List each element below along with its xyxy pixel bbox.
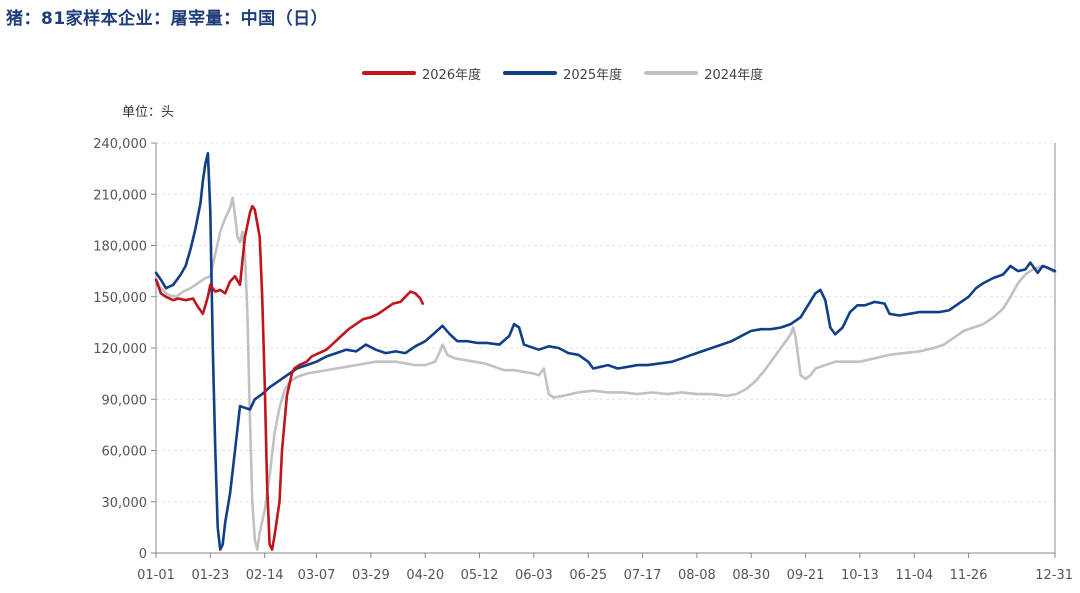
gridlines xyxy=(156,142,1055,503)
x-tick-label: 12-31 xyxy=(1035,568,1073,583)
x-axis-ticks: 01-01 01-23 02-14 03-07 03-29 04-20 05-12 06-03… xyxy=(137,553,1073,583)
x-tick-label: 09-21 xyxy=(787,568,825,583)
chart-title: 猪：81家样本企业：屠宰量：中国（日） xyxy=(6,9,329,29)
x-tick-label: 01-01 xyxy=(137,568,175,583)
x-tick-label: 06-03 xyxy=(515,568,553,583)
y-axis-unit-label: 单位：头 xyxy=(122,105,175,120)
legend-swatch-2024 xyxy=(644,71,699,75)
legend-label-2024: 2024年度 xyxy=(704,67,764,83)
x-tick-label: 03-29 xyxy=(352,568,390,583)
series-lines xyxy=(154,152,1057,551)
y-tick-label: 30,000 xyxy=(102,496,148,511)
legend-item-2024[interactable]: 2024年度 xyxy=(644,64,763,83)
legend-swatch-2026 xyxy=(362,71,416,75)
series-line-2026年度 xyxy=(154,204,424,551)
y-tick-label: 150,000 xyxy=(93,291,147,306)
legend-label-2025: 2025年度 xyxy=(563,67,623,83)
y-tick-label: 240,000 xyxy=(93,137,147,152)
x-tick-label: 05-12 xyxy=(461,568,499,583)
y-tick-label: 0 xyxy=(139,547,147,562)
chart-legend: 2026年度 2025年度 2024年度 xyxy=(362,62,785,84)
series-line-2025年度 xyxy=(154,152,1057,551)
y-tick-label: 60,000 xyxy=(102,445,148,460)
x-tick-label: 11-26 xyxy=(950,568,988,583)
x-tick-label: 11-04 xyxy=(895,568,933,583)
legend-item-2026[interactable]: 2026年度 xyxy=(362,64,481,83)
y-tick-label: 90,000 xyxy=(102,393,148,408)
x-tick-label: 06-25 xyxy=(569,568,607,583)
x-tick-label: 08-08 xyxy=(678,568,716,583)
y-tick-label: 180,000 xyxy=(93,240,147,255)
legend-label-2026: 2026年度 xyxy=(422,67,482,83)
series-line-2024年度 xyxy=(154,196,1057,551)
x-tick-label: 08-30 xyxy=(732,568,770,583)
x-tick-label: 07-17 xyxy=(624,568,662,583)
legend-swatch-2025 xyxy=(503,71,558,75)
y-tick-label: 120,000 xyxy=(93,342,147,357)
x-tick-label: 10-13 xyxy=(841,568,879,583)
x-tick-label: 02-14 xyxy=(246,568,284,583)
x-tick-label: 03-07 xyxy=(298,568,336,583)
y-axis-ticks: 0 30,000 60,000 90,000 120,000 150,000 180,000… xyxy=(93,137,156,562)
y-tick-label: 210,000 xyxy=(93,188,147,203)
legend-item-2025[interactable]: 2025年度 xyxy=(503,64,622,83)
x-tick-label: 01-23 xyxy=(191,568,229,583)
x-tick-label: 04-20 xyxy=(406,568,444,583)
